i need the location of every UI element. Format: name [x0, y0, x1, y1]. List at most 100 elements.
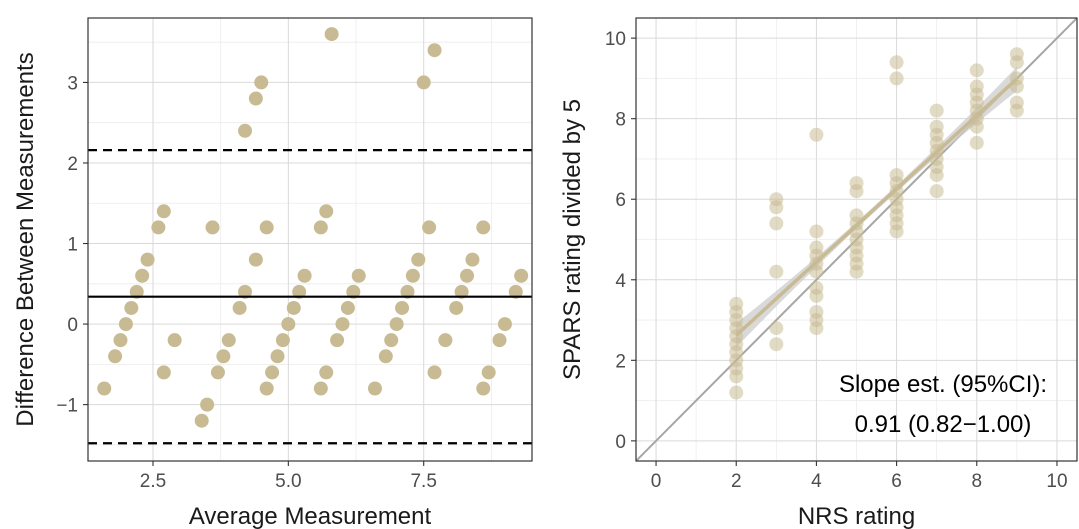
data-point — [297, 268, 312, 283]
data-point — [259, 220, 274, 235]
data-point — [265, 365, 280, 380]
data-point — [969, 63, 984, 78]
data-point — [427, 43, 442, 58]
data-point — [167, 333, 182, 348]
data-point — [346, 284, 361, 299]
data-point — [340, 300, 355, 315]
data-point — [248, 91, 263, 106]
data-point — [492, 333, 507, 348]
y-tick-label: 10 — [605, 29, 626, 50]
data-point — [809, 224, 824, 239]
data-point — [254, 75, 269, 90]
y-tick-label: 0 — [615, 432, 626, 453]
data-point — [384, 333, 399, 348]
data-point — [422, 220, 437, 235]
x-tick-label: 2.5 — [140, 471, 166, 492]
data-point — [389, 317, 404, 332]
panel-border — [87, 17, 533, 462]
y-tick-label: 0 — [67, 315, 78, 336]
data-point — [460, 268, 475, 283]
y-tick-label: 8 — [615, 110, 626, 131]
nrs-spars-scatter-plot: 0 2 4 6 8 10 0 2 4 6 8 10 NRS rating SPARS rating div… — [559, 17, 1078, 529]
data-point — [395, 300, 410, 315]
data-point — [140, 252, 155, 267]
x-axis-title: Average Measurement — [189, 503, 432, 529]
data-point — [729, 296, 744, 311]
data-point — [200, 397, 215, 412]
data-point — [151, 220, 166, 235]
data-point — [156, 204, 171, 219]
data-point — [476, 381, 491, 396]
data-point — [929, 184, 944, 199]
data-point — [378, 349, 393, 364]
data-point — [313, 220, 328, 235]
data-point — [411, 252, 426, 267]
data-point — [292, 284, 307, 299]
data-point — [497, 317, 512, 332]
data-point — [465, 252, 480, 267]
data-point — [330, 333, 345, 348]
data-point — [969, 135, 984, 150]
data-point — [1009, 95, 1024, 110]
data-point — [476, 220, 491, 235]
data-point — [809, 304, 824, 319]
data-point — [929, 103, 944, 118]
y-axis-title: Difference Between Measurements — [12, 52, 39, 426]
x-tick-label: 4 — [811, 471, 822, 492]
data-point — [769, 192, 784, 207]
data-point — [194, 413, 209, 428]
data-point — [889, 55, 904, 70]
plot-data-layer — [88, 27, 532, 445]
data-point — [124, 300, 139, 315]
data-point — [232, 300, 247, 315]
regression-line — [735, 77, 1019, 337]
y-tick-label: −1 — [56, 396, 78, 417]
data-point — [205, 220, 220, 235]
x-tick-label: 0 — [651, 471, 662, 492]
x-axis-title: NRS rating — [798, 503, 915, 529]
y-tick-label: 2 — [67, 154, 78, 175]
data-point — [969, 79, 984, 94]
data-point — [286, 300, 301, 315]
x-tick-label: 6 — [891, 471, 902, 492]
data-point — [481, 365, 496, 380]
y-tick-label: 2 — [615, 351, 626, 372]
data-point — [427, 365, 442, 380]
bland-altman-plot: 2.5 5.0 7.5 −1 0 1 2 3 Average Measurement Differ… — [12, 17, 533, 529]
data-point — [319, 365, 334, 380]
data-point — [313, 381, 328, 396]
data-point — [248, 252, 263, 267]
data-point — [221, 333, 236, 348]
slope-annotation-line2: 0.91 (0.82−1.00) — [855, 411, 1032, 438]
data-point — [129, 284, 144, 299]
data-point — [335, 317, 350, 332]
x-tick-label: 8 — [971, 471, 982, 492]
data-point — [514, 268, 529, 283]
y-tick-label: 3 — [67, 73, 78, 94]
data-point — [275, 333, 290, 348]
data-point — [113, 333, 128, 348]
y-tick-label: 6 — [615, 190, 626, 211]
data-point — [508, 284, 523, 299]
data-point — [270, 349, 285, 364]
data-point — [405, 268, 420, 283]
data-point — [238, 123, 253, 138]
data-point — [769, 337, 784, 352]
x-tick-label: 2 — [731, 471, 742, 492]
data-point — [929, 119, 944, 134]
x-tick-label: 7.5 — [410, 471, 436, 492]
data-point — [889, 71, 904, 86]
data-point — [118, 317, 133, 332]
plot-data-layer — [636, 18, 1077, 461]
data-point — [849, 176, 864, 191]
data-point — [769, 321, 784, 336]
panel-border — [635, 17, 1078, 462]
data-point — [216, 349, 231, 364]
data-point — [108, 349, 123, 364]
data-point — [769, 264, 784, 279]
data-point — [769, 216, 784, 231]
data-point — [400, 284, 415, 299]
data-point — [454, 284, 469, 299]
y-tick-label: 1 — [67, 235, 78, 256]
